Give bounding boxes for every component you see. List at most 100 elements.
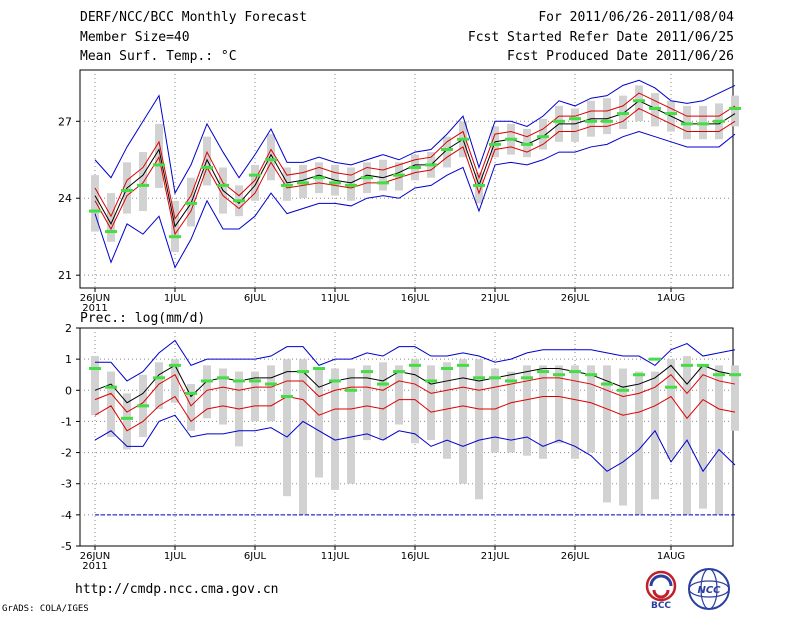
y-tick-label: 21 (58, 269, 72, 282)
spread-box (555, 365, 563, 444)
series-line-lower (94, 107, 736, 236)
y-tick-label: -4 (61, 509, 72, 522)
obs-marker (665, 385, 677, 389)
obs-marker (297, 370, 309, 374)
spread-box (251, 164, 259, 201)
obs-marker (505, 379, 517, 383)
spread-box (331, 368, 339, 490)
obs-marker (585, 119, 597, 123)
x-tick-label: 1AUG (657, 551, 685, 562)
obs-marker (377, 382, 389, 386)
spread-box (155, 362, 163, 409)
obs-marker (569, 117, 581, 121)
spread-box (427, 365, 435, 441)
obs-marker (729, 106, 741, 110)
obs-marker (89, 366, 101, 370)
series-line-max (94, 79, 736, 195)
obs-marker (249, 173, 261, 177)
spread-box (347, 368, 355, 484)
obs-marker (153, 163, 165, 167)
obs-marker (649, 106, 661, 110)
obs-marker (377, 181, 389, 185)
obs-marker (617, 112, 629, 116)
spread-box (299, 359, 307, 515)
spread-box (571, 108, 579, 142)
obs-marker (361, 370, 373, 374)
spread-box (475, 172, 483, 204)
year-label: 2011 (82, 561, 107, 572)
spread-box (91, 175, 99, 232)
spread-box (107, 371, 115, 437)
obs-marker (729, 373, 741, 377)
spread-box (155, 123, 163, 188)
spread-box (443, 136, 451, 168)
y-tick-label: 24 (58, 192, 72, 205)
obs-marker (105, 385, 117, 389)
spread-box (251, 371, 259, 422)
obs-marker (489, 376, 501, 380)
spread-box (507, 371, 515, 453)
x-tick-label: 11JUL (321, 551, 350, 562)
series-line-min (94, 131, 736, 269)
temperature-variable-label: Mean Surf. Temp.: °C (80, 49, 237, 64)
x-tick-label: 26JUL (561, 551, 590, 562)
spread-box (459, 359, 467, 484)
series-line-mean (94, 100, 736, 228)
spread-box (667, 359, 675, 459)
obs-marker (265, 158, 277, 162)
obs-marker (697, 122, 709, 126)
series-line-lower (94, 395, 736, 432)
spread-box (539, 118, 547, 150)
obs-marker (201, 165, 213, 169)
obs-marker (633, 373, 645, 377)
spread-box (395, 365, 403, 425)
x-tick-label: 21JUL (481, 293, 510, 304)
spread-box (91, 356, 99, 416)
spread-box (571, 365, 579, 459)
obs-marker (601, 119, 613, 123)
obs-marker (329, 181, 341, 185)
obs-marker (265, 382, 277, 386)
x-tick-label: 1AUG (657, 293, 685, 304)
obs-marker (169, 363, 181, 367)
precip-variable-label: Prec.: log(mm/d) (80, 311, 205, 326)
obs-marker (569, 370, 581, 374)
obs-marker (697, 363, 709, 367)
obs-marker (409, 363, 421, 367)
obs-marker (601, 382, 613, 386)
obs-marker (665, 112, 677, 116)
spread-box (491, 368, 499, 453)
x-tick-label: 16JUL (401, 293, 430, 304)
source-url[interactable]: http://cmdp.ncc.cma.gov.cn (75, 582, 279, 597)
y-tick-label: -5 (61, 540, 72, 553)
spread-box (651, 371, 659, 500)
obs-marker (441, 366, 453, 370)
obs-marker (233, 199, 245, 203)
y-tick-label: -1 (61, 415, 72, 428)
spread-box (123, 393, 131, 450)
spread-box (699, 365, 707, 509)
obs-marker (121, 416, 133, 420)
x-tick-label: 1JUL (164, 293, 187, 304)
x-tick-label: 6JUL (244, 551, 267, 562)
spread-box (683, 356, 691, 515)
obs-marker (313, 176, 325, 180)
refer-date-label: Fcst Started Refer Date 2011/06/25 (467, 30, 734, 45)
obs-marker (681, 363, 693, 367)
bcc-logo-label: BCC (651, 601, 671, 610)
obs-marker (185, 201, 197, 205)
y-tick-label: -3 (61, 478, 72, 491)
obs-marker (249, 379, 261, 383)
obs-marker (473, 376, 485, 380)
chart-title: DERF/NCC/BCC Monthly Forecast (80, 10, 307, 25)
obs-marker (185, 391, 197, 395)
forecast-period-label: For 2011/06/26-2011/08/04 (538, 10, 734, 25)
spread-box (379, 362, 387, 441)
obs-marker (441, 148, 453, 152)
spread-box (603, 365, 611, 503)
obs-marker (681, 122, 693, 126)
obs-marker (233, 379, 245, 383)
spread-box (443, 362, 451, 459)
series-line-mean (94, 364, 736, 404)
